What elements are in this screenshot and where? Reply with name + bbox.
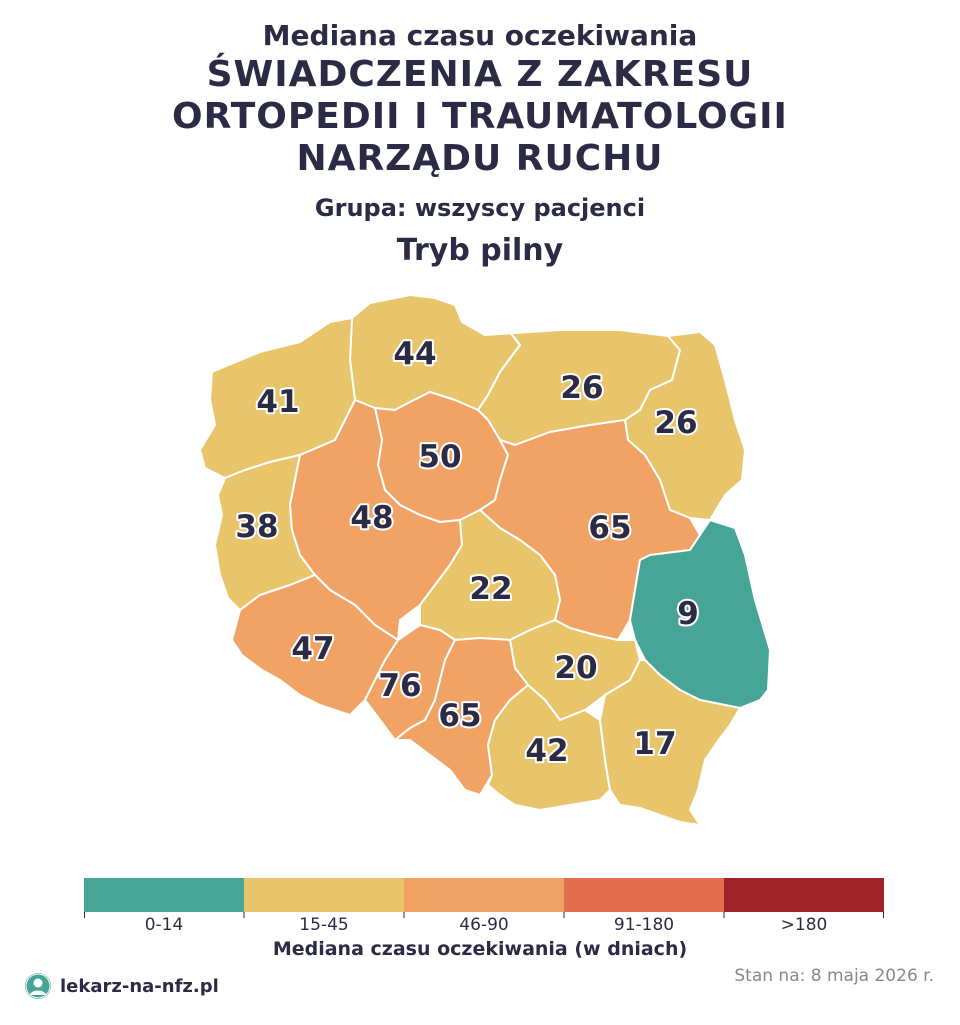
data-date: Stan na: 8 maja 2026 r. <box>734 966 934 986</box>
legend-swatch <box>404 878 564 912</box>
legend-labels: 0-14 15-45 46-90 91-180 >180 <box>84 914 884 936</box>
region-value-zachodniopomorskie: 41 <box>256 384 299 420</box>
chart-title-text: ŚWIADCZENIA Z ZAKRESU ORTOPEDII I TRAUMAT… <box>172 54 788 179</box>
brand[interactable]: lekarz-na-nfz.pl <box>24 970 219 1002</box>
region-value-malopolskie: 42 <box>525 733 568 769</box>
region-value-dolnoslaskie: 47 <box>291 631 334 667</box>
group-label: Grupa: wszyscy pacjenci <box>314 194 646 222</box>
brand-name[interactable]: lekarz-na-nfz.pl <box>60 975 219 997</box>
region-value-podkarpackie: 17 <box>633 726 676 762</box>
chart-title: ŚWIADCZENIA Z ZAKRESU ORTOPEDII I TRAUMAT… <box>0 54 960 180</box>
legend-ticks <box>84 912 884 918</box>
chart-title-line: ŚWIADCZENIA Z ZAKRESU <box>206 54 754 95</box>
legend-label: 46-90 <box>459 915 509 935</box>
poland-voivodeship-map: 44 41 26 26 50 38 48 65 22 9 47 76 20 65 42 17 <box>199 294 771 826</box>
legend-label: 0-14 <box>144 915 184 935</box>
region-value-podlaskie: 26 <box>654 405 697 441</box>
region-podkarpackie <box>599 659 741 826</box>
region-value-lubuskie: 38 <box>235 509 278 545</box>
mode-label: Tryb pilny <box>396 233 564 268</box>
legend-color-bar <box>84 878 884 912</box>
legend-swatch <box>724 878 884 912</box>
region-value-opolskie: 76 <box>378 668 421 704</box>
region-value-wielkopolskie: 48 <box>350 500 393 536</box>
chart-title-line: NARZĄDU RUCHU <box>296 138 664 179</box>
region-value-pomorskie: 44 <box>393 336 436 372</box>
region-value-kujawsko-pomorskie: 50 <box>418 439 461 475</box>
region-value-swietokrzyskie: 20 <box>554 650 597 686</box>
doctor-logo-icon <box>25 973 51 999</box>
legend-title: Mediana czasu oczekiwania (w dniach) <box>272 938 688 960</box>
region-malopolskie <box>487 684 611 811</box>
chart-title-line: ORTOPEDII I TRAUMATOLOGII <box>172 96 788 137</box>
region-value-slaskie: 65 <box>438 698 481 734</box>
legend-swatch <box>244 878 404 912</box>
region-value-lodzkie: 22 <box>469 571 512 607</box>
region-value-mazowieckie: 65 <box>588 510 631 546</box>
region-value-warminsko-mazurskie: 26 <box>560 370 603 406</box>
legend-swatch <box>564 878 724 912</box>
legend-label: 15-45 <box>299 915 349 935</box>
legend-label: 91-180 <box>613 915 675 935</box>
region-value-lubelskie: 9 <box>677 596 699 632</box>
legend-swatch <box>84 878 244 912</box>
legend-label: >180 <box>780 915 828 935</box>
chart-subtitle: Mediana czasu oczekiwania <box>262 19 698 52</box>
region-slaskie <box>394 637 529 796</box>
